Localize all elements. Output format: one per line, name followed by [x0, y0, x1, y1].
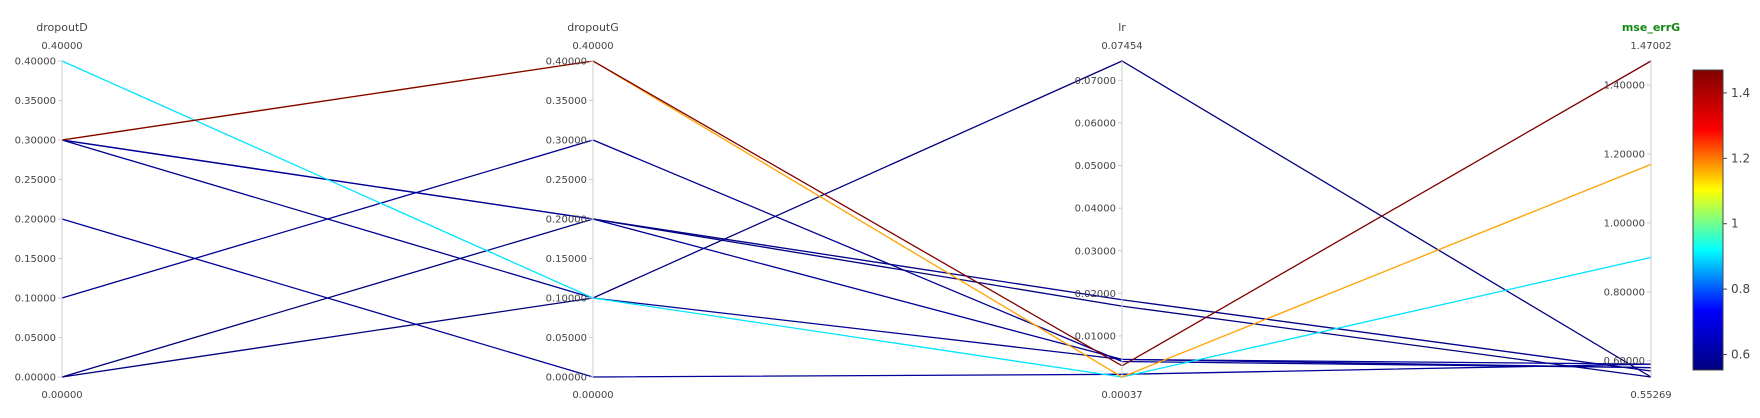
tick-label: 0.07000	[1075, 76, 1116, 87]
tick-label: 0.80000	[1604, 287, 1645, 298]
tick-label: 0.03000	[1075, 246, 1116, 257]
axis-mse_errG[interactable]: mse_errG 1.47002 0.55269 0.60000 0.80000 1.00…	[1604, 21, 1681, 401]
axis-lr[interactable]: lr 0.07454 0.00037 0.01000 0.02000 0.03000 0.0…	[1075, 21, 1143, 401]
colorbar-tick-label: 0.8	[1731, 282, 1750, 296]
series-line-1[interactable]	[61, 60, 1652, 378]
tick-label: 1.40000	[1604, 81, 1645, 92]
axis-range-max-label: 0.07454	[1101, 41, 1142, 52]
tick-label: 0.10000	[546, 294, 587, 305]
tick-label: 0.30000	[15, 136, 56, 147]
axis-range-max-label: 0.40000	[41, 41, 82, 52]
axis-title[interactable]: dropoutD	[36, 21, 87, 34]
axis-range-max-label: 1.47002	[1630, 41, 1671, 52]
series-line-5[interactable]	[61, 218, 1652, 378]
tick-label: 0.20000	[546, 215, 587, 226]
series-line-6[interactable]	[61, 139, 1652, 369]
series-line-3[interactable]	[61, 139, 1652, 372]
series-line-8[interactable]	[61, 60, 1652, 378]
tick-label: 0.40000	[546, 57, 587, 68]
tick-label: 0.06000	[1075, 118, 1116, 129]
axis-title[interactable]: lr	[1118, 21, 1126, 34]
tick-label: 0.10000	[15, 294, 56, 305]
colorbar-gradient	[1692, 69, 1724, 371]
axis-range-min-label: 0.00000	[572, 390, 613, 401]
series-line-2[interactable]	[61, 60, 1652, 378]
tick-label: 0.00000	[546, 373, 587, 384]
tick-label: 0.05000	[546, 333, 587, 344]
axes: dropoutD 0.40000 0.00000 0.00000 0.05000 0.10…	[15, 21, 1681, 401]
axis-dropoutD[interactable]: dropoutD 0.40000 0.00000 0.00000 0.05000 0.10…	[15, 21, 88, 401]
axis-range-min-label: 0.00000	[41, 390, 82, 401]
tick-label: 0.35000	[546, 96, 587, 107]
tick-label: 0.04000	[1075, 204, 1116, 215]
tick-label: 0.60000	[1604, 356, 1645, 367]
series-line-9[interactable]	[61, 139, 1652, 365]
axis-dropoutG[interactable]: dropoutG 0.40000 0.00000 0.00000 0.05000 0.10…	[546, 21, 619, 401]
series-lines	[61, 60, 1652, 378]
axis-range-min-label: 0.55269	[1630, 390, 1671, 401]
axis-range-max-label: 0.40000	[572, 41, 613, 52]
tick-label: 0.05000	[15, 333, 56, 344]
axis-title[interactable]: mse_errG	[1622, 21, 1680, 34]
axis-title[interactable]: dropoutG	[567, 21, 619, 34]
tick-label: 0.40000	[15, 57, 56, 68]
series-line-0[interactable]	[61, 60, 1652, 367]
tick-label: 0.00000	[15, 373, 56, 384]
tick-label: 0.15000	[15, 254, 56, 265]
axis-range-min-label: 0.00037	[1101, 390, 1142, 401]
series-line-7[interactable]	[61, 218, 1652, 378]
tick-label: 0.30000	[546, 136, 587, 147]
tick-label: 0.35000	[15, 96, 56, 107]
colorbar-tick-label: 1.2	[1731, 151, 1750, 165]
tick-label: 0.02000	[1075, 289, 1116, 300]
series-line-4[interactable]	[61, 139, 1652, 369]
colorbar-tick-label: 0.6	[1731, 348, 1750, 362]
colorbar: 0.6 0.8 1 1.2 1.4	[1692, 69, 1750, 371]
tick-label: 0.05000	[1075, 161, 1116, 172]
tick-label: 1.00000	[1604, 218, 1645, 229]
tick-label: 0.01000	[1075, 331, 1116, 342]
tick-label: 0.20000	[15, 215, 56, 226]
colorbar-tick-label: 1.4	[1731, 86, 1750, 100]
tick-label: 1.20000	[1604, 150, 1645, 161]
tick-label: 0.15000	[546, 254, 587, 265]
tick-label: 0.25000	[15, 175, 56, 186]
colorbar-tick-label: 1	[1731, 217, 1739, 231]
tick-label: 0.25000	[546, 175, 587, 186]
